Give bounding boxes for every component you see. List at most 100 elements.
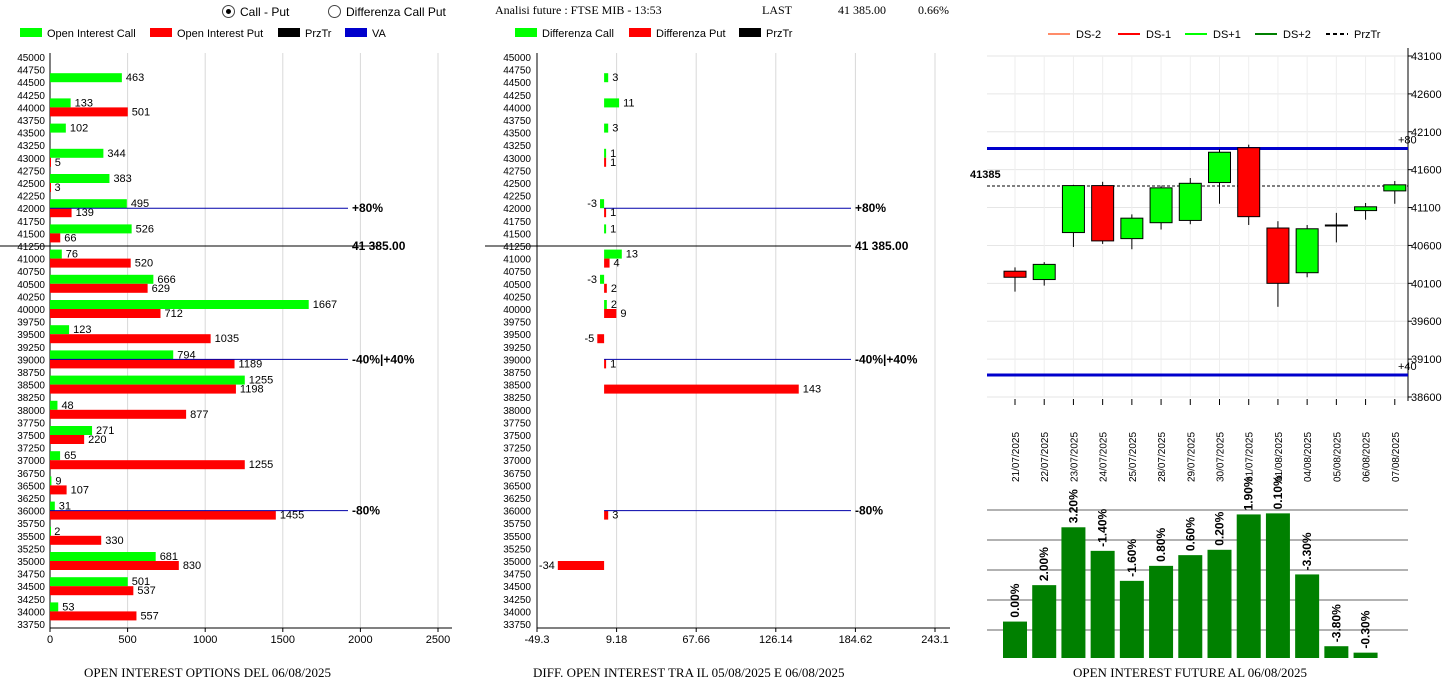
oi-strike-label: 42500 [17,179,45,190]
future-bar-label: 0.00% [1008,583,1022,617]
future-bar [1061,527,1086,658]
oi-call-bar [50,325,70,335]
oi-call-value: 102 [70,123,88,135]
candle-x-label: 01/08/2025 [1274,432,1285,482]
oi-call-value: 501 [132,576,150,588]
diff-strike-label: 39500 [503,330,531,341]
future-bar [1265,513,1290,658]
oi-call-bar [50,73,122,83]
oi-x-tick-label: 2000 [348,634,372,646]
oi-call-value: 31 [59,501,71,513]
oi-strike-label: 43750 [17,116,45,127]
diff-strike-label: 42500 [503,179,531,190]
oi-put-value: 3 [54,182,60,194]
candle-body [1324,224,1348,227]
candle-y-tick-label: 39100 [1411,354,1442,366]
diff-strike-label: 38000 [503,406,531,417]
oi-strike-label: 44500 [17,78,45,89]
oi-strike-label: 44750 [17,66,45,77]
diff-put-bar [604,283,607,293]
diff-strike-label: 38250 [503,393,531,404]
oi-put-bar [50,107,128,117]
oi-put-value: 139 [76,207,94,219]
diff-strike-label: 38500 [503,381,531,392]
last-pct: 0.66% [918,3,949,17]
oi-put-bar [50,611,137,621]
oi-call-value: 1255 [249,375,273,387]
oi-call-value: 123 [73,324,91,336]
candle-upper-label: +80 [1398,134,1417,146]
oi-call-value: 53 [62,601,74,613]
diff-strike-label: 41750 [503,217,531,228]
oi-call-value: 48 [61,400,73,412]
candle-body [1383,184,1407,192]
candle-body [1061,185,1085,234]
diff-strike-label: 37250 [503,444,531,455]
oi-put-value: 877 [190,409,208,421]
diff-strike-label: 34250 [503,595,531,606]
oi-legend-swatch [150,28,172,37]
diff-put-bar [604,510,609,520]
diff-strike-label: 42000 [503,204,531,215]
candle-legend-label: PrzTr [1354,29,1381,41]
diff-put-value: -5 [585,333,595,345]
oi-strike-label: 34250 [17,595,45,606]
diff-call-value: 2 [611,299,617,311]
diff-call-bar [600,199,605,209]
oi-strike-label: 40750 [17,267,45,278]
diff-call-value: 1 [610,223,616,235]
future-bar-label: -1.40% [1096,509,1110,547]
oi-call-bar [50,350,174,360]
oi-strike-label: 43250 [17,141,45,152]
candle-x-label: 07/08/2025 [1391,432,1402,482]
oi-level-label: -40%|+40% [352,352,415,366]
oi-call-bar [50,199,127,209]
last-label: LAST [762,3,792,17]
oi-call-value: 9 [55,475,61,487]
oi-strike-label: 44250 [17,91,45,102]
oi-legend-label: Open Interest Put [177,28,263,40]
diff-put-value: 4 [614,258,620,270]
oi-strike-label: 44000 [17,103,45,114]
diff-call-value: 1 [610,148,616,160]
future-bar-label: 1.90% [1242,476,1256,510]
candle-body [1032,263,1056,281]
candle-x-label: 25/07/2025 [1128,432,1139,482]
diff-call-value: 13 [626,249,638,261]
future-bar [1003,621,1027,658]
oi-strike-label: 39500 [17,330,45,341]
oi-strike-label: 39000 [17,355,45,366]
diff-strike-label: 36000 [503,507,531,518]
candle-y-tick-label: 40600 [1411,240,1442,252]
diff-strike-label: 35250 [503,544,531,555]
radio-call-put[interactable]: Call - Put [222,5,289,19]
radio-call-put-label: Call - Put [240,5,290,19]
oi-call-bar [50,577,128,587]
diff-strike-label: 42250 [503,192,531,203]
oi-put-value: 5 [55,157,61,169]
diff-strike-label: 36500 [503,481,531,492]
oi-call-bar [50,249,62,259]
oi-strike-label: 41500 [17,229,45,240]
last-value: 41 385.00 [838,3,886,17]
oi-call-bar [50,274,154,284]
diff-call-bar [604,73,609,83]
diff-strike-label: 39750 [503,318,531,329]
oi-strike-label: 43500 [17,129,45,140]
diff-x-tick-label: -49.3 [524,634,549,646]
diff-strike-label: 37750 [503,418,531,429]
oi-strike-label: 38250 [17,393,45,404]
diff-call-bar [604,148,607,158]
candle-y-tick-label: 41100 [1411,203,1441,215]
oi-x-tick-label: 0 [47,634,53,646]
candle-x-label: 22/07/2025 [1040,432,1051,482]
oi-call-bar [50,501,55,511]
diff-strike-label: 39250 [503,343,531,354]
candle-legend-label: DS+2 [1283,29,1311,41]
future-bar-label: 2.00% [1037,547,1051,581]
oi-put-value: 66 [64,232,76,244]
radio-diff-call-put[interactable]: Differenza Call Put [328,5,446,19]
diff-call-bar [604,123,609,133]
diff-put-value: 2 [611,283,617,295]
oi-put-bar [50,561,179,570]
